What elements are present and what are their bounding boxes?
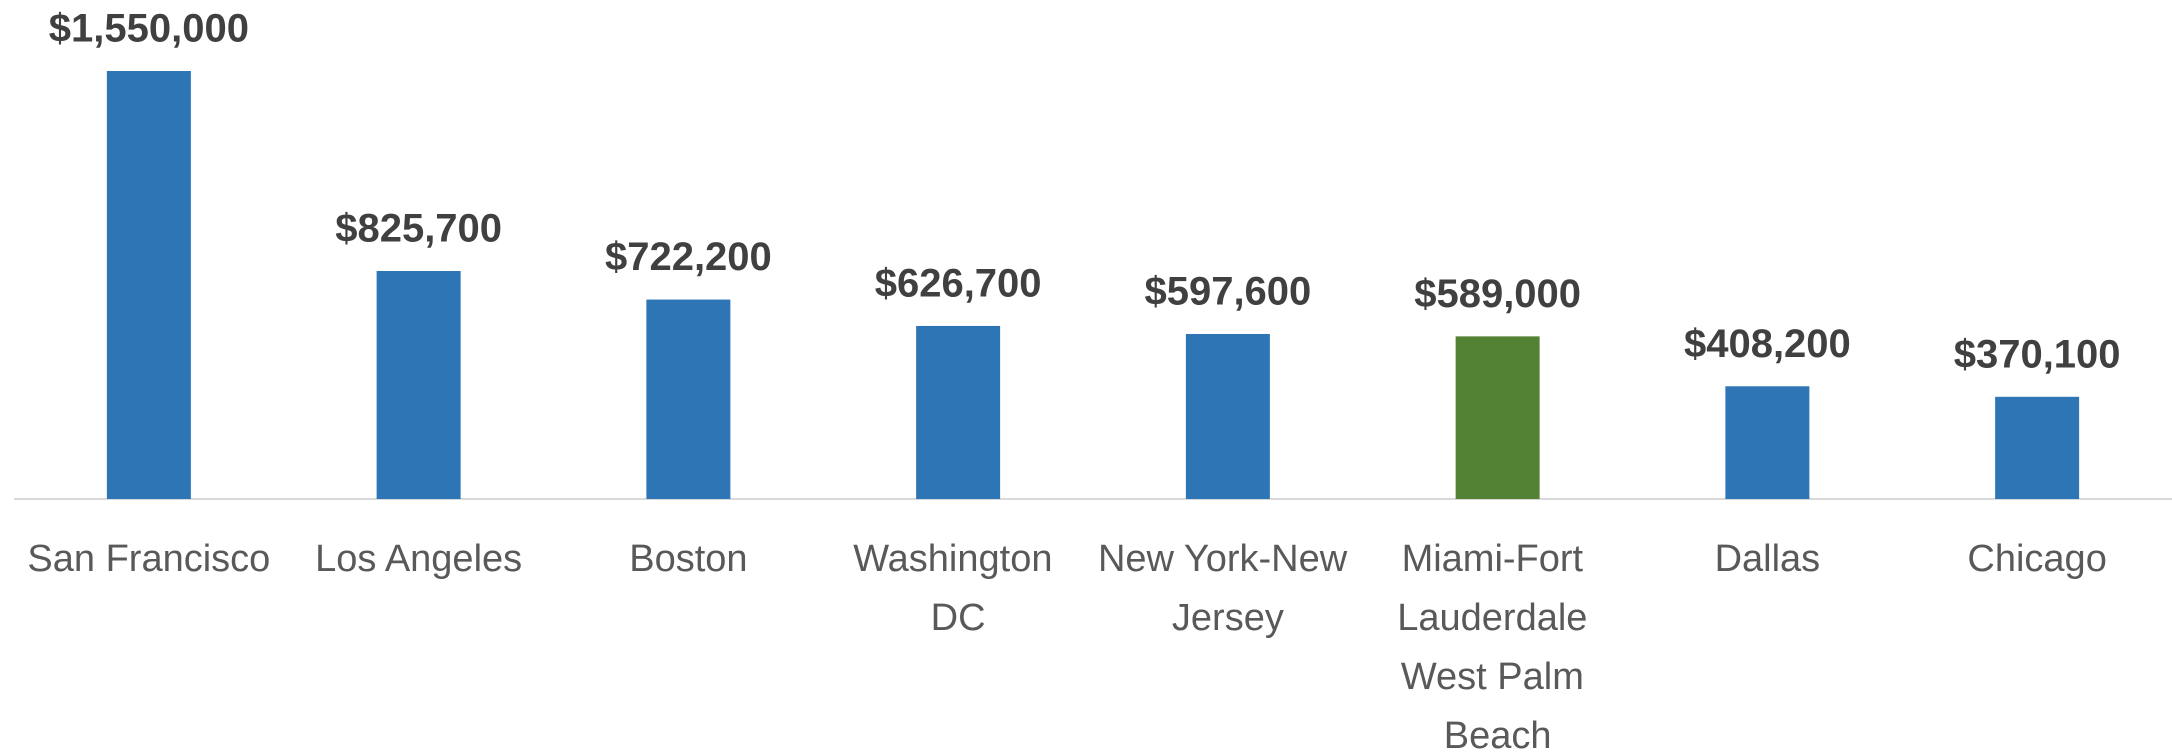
bar xyxy=(646,299,731,499)
bar xyxy=(1185,333,1270,499)
bar xyxy=(106,71,191,499)
bar xyxy=(1995,396,2080,499)
x-tick-label: Dallas xyxy=(1715,538,1821,580)
bar xyxy=(376,271,461,499)
x-tick-label: New York-New Jersey xyxy=(1098,538,1358,639)
data-label: $597,600 xyxy=(1144,270,1311,314)
x-tick-label: Washington DC xyxy=(853,538,1063,639)
bar xyxy=(1725,386,1810,499)
bar xyxy=(916,325,1001,499)
data-label: $722,200 xyxy=(605,235,772,279)
x-tick-label: Los Angeles xyxy=(315,538,522,580)
data-label: $589,000 xyxy=(1414,272,1581,316)
x-tick-label: Miami-Fort Lauderdale West Palm Beach xyxy=(1397,538,1598,756)
data-label: $825,700 xyxy=(335,207,502,251)
data-label: $408,200 xyxy=(1684,322,1851,366)
x-tick-label: Boston xyxy=(629,538,747,580)
data-label: $1,550,000 xyxy=(49,7,249,51)
bar xyxy=(1455,336,1540,499)
x-tick-label: San Francisco xyxy=(27,538,270,580)
data-label: $370,100 xyxy=(1954,332,2121,376)
data-label: $626,700 xyxy=(875,262,1042,306)
x-tick-label: Chicago xyxy=(1967,538,2106,580)
